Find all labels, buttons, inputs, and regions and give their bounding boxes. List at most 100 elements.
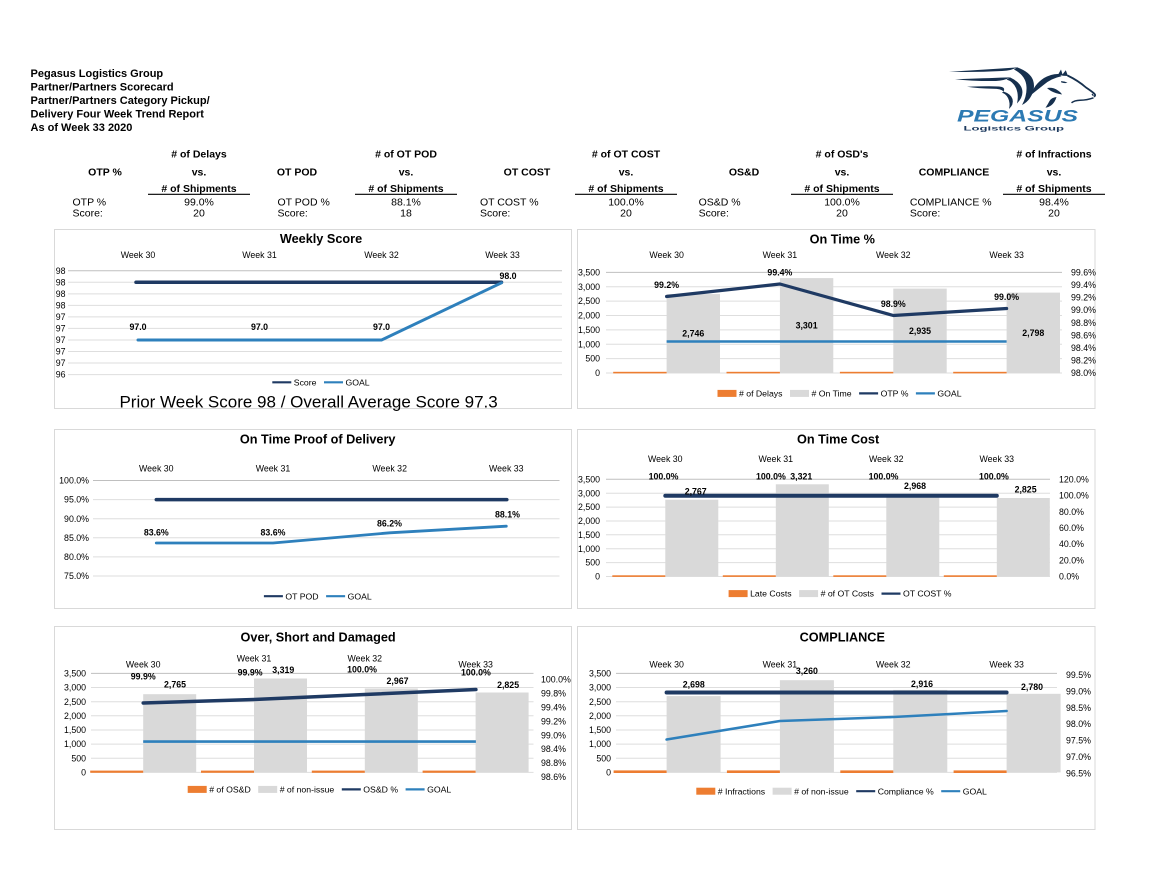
svg-text:Week 30: Week 30: [121, 250, 156, 260]
svg-text:# of OT COST: # of OT COST: [592, 148, 661, 160]
svg-text:2,798: 2,798: [1022, 328, 1044, 338]
svg-text:# of OS&D: # of OS&D: [209, 785, 251, 795]
svg-text:2,000: 2,000: [578, 311, 600, 321]
svg-text:2,967: 2,967: [386, 676, 408, 686]
svg-text:99.4%: 99.4%: [1071, 280, 1096, 290]
svg-text:60.0%: 60.0%: [1059, 523, 1084, 533]
svg-text:98.2%: 98.2%: [1071, 356, 1096, 366]
svg-text:Week 33: Week 33: [980, 454, 1015, 464]
svg-text:96.5%: 96.5%: [1066, 769, 1091, 779]
svg-text:3,000: 3,000: [578, 282, 600, 292]
svg-text:98.8%: 98.8%: [541, 758, 566, 768]
svg-text:3,321: 3,321: [790, 471, 812, 481]
svg-text:On Time %: On Time %: [810, 232, 875, 246]
svg-text:100.0%: 100.0%: [541, 675, 571, 685]
svg-text:99.6%: 99.6%: [1071, 268, 1096, 278]
svg-text:0.0%: 0.0%: [1059, 572, 1079, 582]
svg-text:# of Shipments: # of Shipments: [804, 183, 879, 195]
svg-text:GOAL: GOAL: [346, 377, 370, 387]
svg-text:Prior Week Score 98 / Overall: Prior Week Score 98 / Overall Average Sc…: [119, 393, 497, 412]
svg-text:88.1%: 88.1%: [495, 510, 520, 520]
svg-text:OS&D %: OS&D %: [699, 196, 741, 208]
svg-text:Score:: Score:: [480, 208, 510, 220]
svg-text:100.0%: 100.0%: [608, 196, 644, 208]
svg-text:97.0: 97.0: [251, 322, 268, 332]
svg-text:0: 0: [606, 768, 611, 778]
svg-text:Week 32: Week 32: [876, 250, 911, 260]
svg-text:99.0%: 99.0%: [994, 292, 1019, 302]
svg-text:20.0%: 20.0%: [1059, 555, 1084, 565]
svg-text:Partner/Partners Scorecard: Partner/Partners Scorecard: [31, 82, 174, 94]
svg-text:97: 97: [56, 312, 66, 322]
svg-text:1,500: 1,500: [578, 530, 600, 540]
svg-text:120.0%: 120.0%: [1059, 474, 1089, 484]
svg-text:99.0%: 99.0%: [1071, 305, 1096, 315]
svg-text:100.0%: 100.0%: [347, 664, 377, 674]
svg-text:97.0: 97.0: [129, 322, 146, 332]
svg-text:3,319: 3,319: [272, 665, 294, 675]
svg-text:Week 32: Week 32: [876, 659, 911, 669]
svg-text:Week 30: Week 30: [649, 250, 684, 260]
svg-text:Week 32: Week 32: [372, 464, 407, 474]
svg-text:1,500: 1,500: [589, 725, 611, 735]
svg-text:1,000: 1,000: [589, 739, 611, 749]
svg-text:Week 32: Week 32: [348, 654, 383, 664]
svg-text:2,916: 2,916: [911, 679, 933, 689]
svg-text:99.5%: 99.5%: [1066, 670, 1091, 680]
svg-text:98.5%: 98.5%: [1066, 703, 1091, 713]
svg-text:OS&D %: OS&D %: [363, 785, 398, 795]
svg-text:83.6%: 83.6%: [144, 528, 169, 538]
svg-text:2,746: 2,746: [682, 329, 704, 339]
svg-text:Week 33: Week 33: [458, 659, 493, 669]
svg-text:100.0%: 100.0%: [824, 196, 860, 208]
svg-text:98.9%: 98.9%: [881, 299, 906, 309]
svg-text:# On Time: # On Time: [812, 389, 852, 399]
svg-text:GOAL: GOAL: [427, 785, 451, 795]
svg-text:# of Shipments: # of Shipments: [161, 183, 236, 195]
svg-text:99.4%: 99.4%: [541, 702, 566, 712]
svg-text:3,000: 3,000: [589, 683, 611, 693]
svg-text:Week 31: Week 31: [763, 659, 798, 669]
svg-text:OT COST %: OT COST %: [480, 196, 539, 208]
svg-text:# of OT POD: # of OT POD: [375, 148, 437, 160]
svg-text:99.9%: 99.9%: [238, 668, 263, 678]
svg-text:99.9%: 99.9%: [131, 672, 156, 682]
svg-text:# of Infractions: # of Infractions: [1016, 148, 1091, 160]
svg-text:2,968: 2,968: [904, 481, 926, 491]
svg-text:98.6%: 98.6%: [541, 772, 566, 782]
svg-text:Delivery Four Week Trend Repor: Delivery Four Week Trend Report: [31, 109, 205, 121]
svg-text:Week 31: Week 31: [759, 454, 794, 464]
svg-text:100.0%: 100.0%: [59, 476, 89, 486]
svg-text:Week 30: Week 30: [648, 454, 683, 464]
svg-text:Week 30: Week 30: [126, 659, 161, 669]
svg-text:99.8%: 99.8%: [541, 688, 566, 698]
svg-text:Score:: Score:: [73, 208, 103, 220]
svg-text:100.0%: 100.0%: [649, 471, 679, 481]
svg-text:GOAL: GOAL: [348, 591, 372, 601]
svg-text:2,935: 2,935: [909, 326, 931, 336]
svg-text:# of OT Costs: # of OT Costs: [821, 589, 875, 599]
svg-text:Week 30: Week 30: [139, 464, 174, 474]
svg-text:98.4%: 98.4%: [1071, 343, 1096, 353]
svg-text:2,780: 2,780: [1021, 682, 1043, 692]
svg-text:OT POD: OT POD: [285, 591, 318, 601]
svg-text:2,000: 2,000: [64, 711, 86, 721]
svg-text:95.0%: 95.0%: [64, 495, 89, 505]
svg-text:3,000: 3,000: [578, 488, 600, 498]
svg-text:2,000: 2,000: [589, 711, 611, 721]
svg-text:2,765: 2,765: [164, 680, 186, 690]
svg-text:100.0%: 100.0%: [869, 471, 899, 481]
svg-text:20: 20: [620, 208, 632, 220]
svg-text:500: 500: [585, 558, 600, 568]
svg-text:97: 97: [56, 347, 66, 357]
svg-text:97: 97: [56, 358, 66, 368]
svg-text:80.0%: 80.0%: [64, 552, 89, 562]
svg-text:OT POD: OT POD: [277, 167, 318, 179]
svg-text:Score:: Score:: [699, 208, 729, 220]
svg-text:# of Shipments: # of Shipments: [1016, 183, 1091, 195]
svg-text:Week 33: Week 33: [989, 250, 1024, 260]
svg-text:20: 20: [1048, 208, 1060, 220]
svg-text:99.0%: 99.0%: [184, 196, 214, 208]
svg-text:18: 18: [400, 208, 412, 220]
svg-text:Week 31: Week 31: [256, 464, 291, 474]
